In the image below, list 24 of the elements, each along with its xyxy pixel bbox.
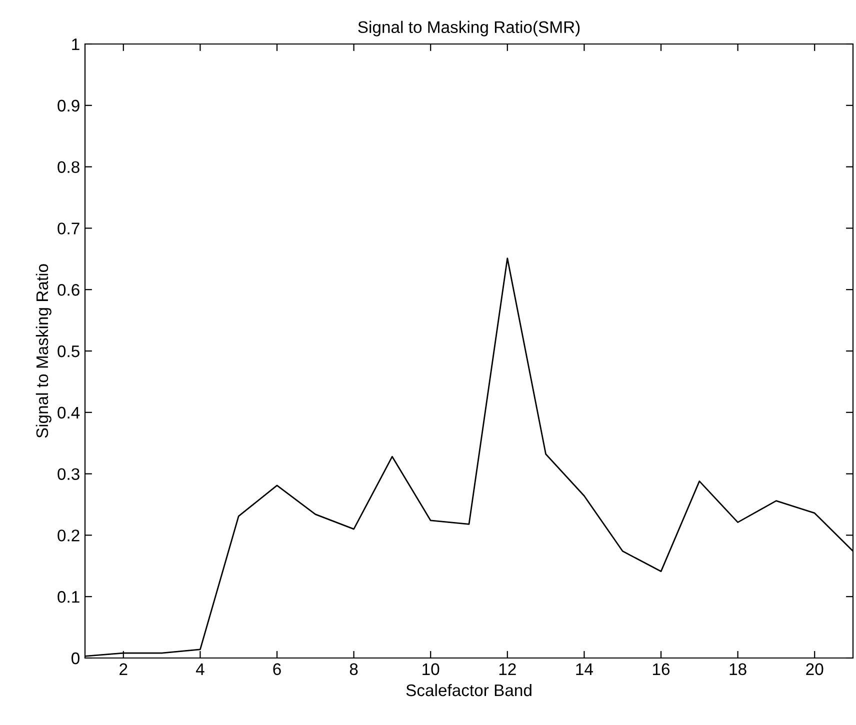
y-axis-title: Signal to Masking Ratio	[36, 264, 52, 438]
y-tick-label: 0.3	[58, 468, 80, 480]
y-tick-label: 0.2	[58, 530, 80, 542]
x-tick-label: 18	[730, 663, 746, 676]
x-tick-label: 4	[196, 663, 204, 675]
x-tick-label: 8	[350, 663, 358, 676]
x-tick-label: 14	[576, 663, 593, 675]
y-tick-label: 0.4	[58, 406, 80, 419]
x-tick-label: 10	[422, 663, 440, 676]
x-tick-label: 16	[653, 663, 670, 676]
x-tick-label: 12	[499, 663, 516, 675]
y-tick-label: 1	[72, 38, 80, 50]
y-tick-label: 0.9	[58, 100, 80, 112]
x-axis-title: Scalefactor Band	[406, 684, 532, 696]
x-tick-label: 2	[120, 663, 128, 675]
x-tick-label: 6	[273, 663, 281, 676]
x-tick-label: 20	[806, 663, 824, 676]
y-tick-label: 0.8	[58, 161, 80, 174]
chart-title: Signal to Masking Ratio(SMR)	[358, 20, 580, 36]
y-tick-label: 0.7	[58, 222, 80, 234]
y-tick-label: 0.6	[58, 284, 80, 296]
y-tick-label: 0.1	[58, 591, 80, 603]
y-tick-label: 0.5	[58, 345, 80, 358]
y-tick-label: 0	[72, 652, 80, 664]
